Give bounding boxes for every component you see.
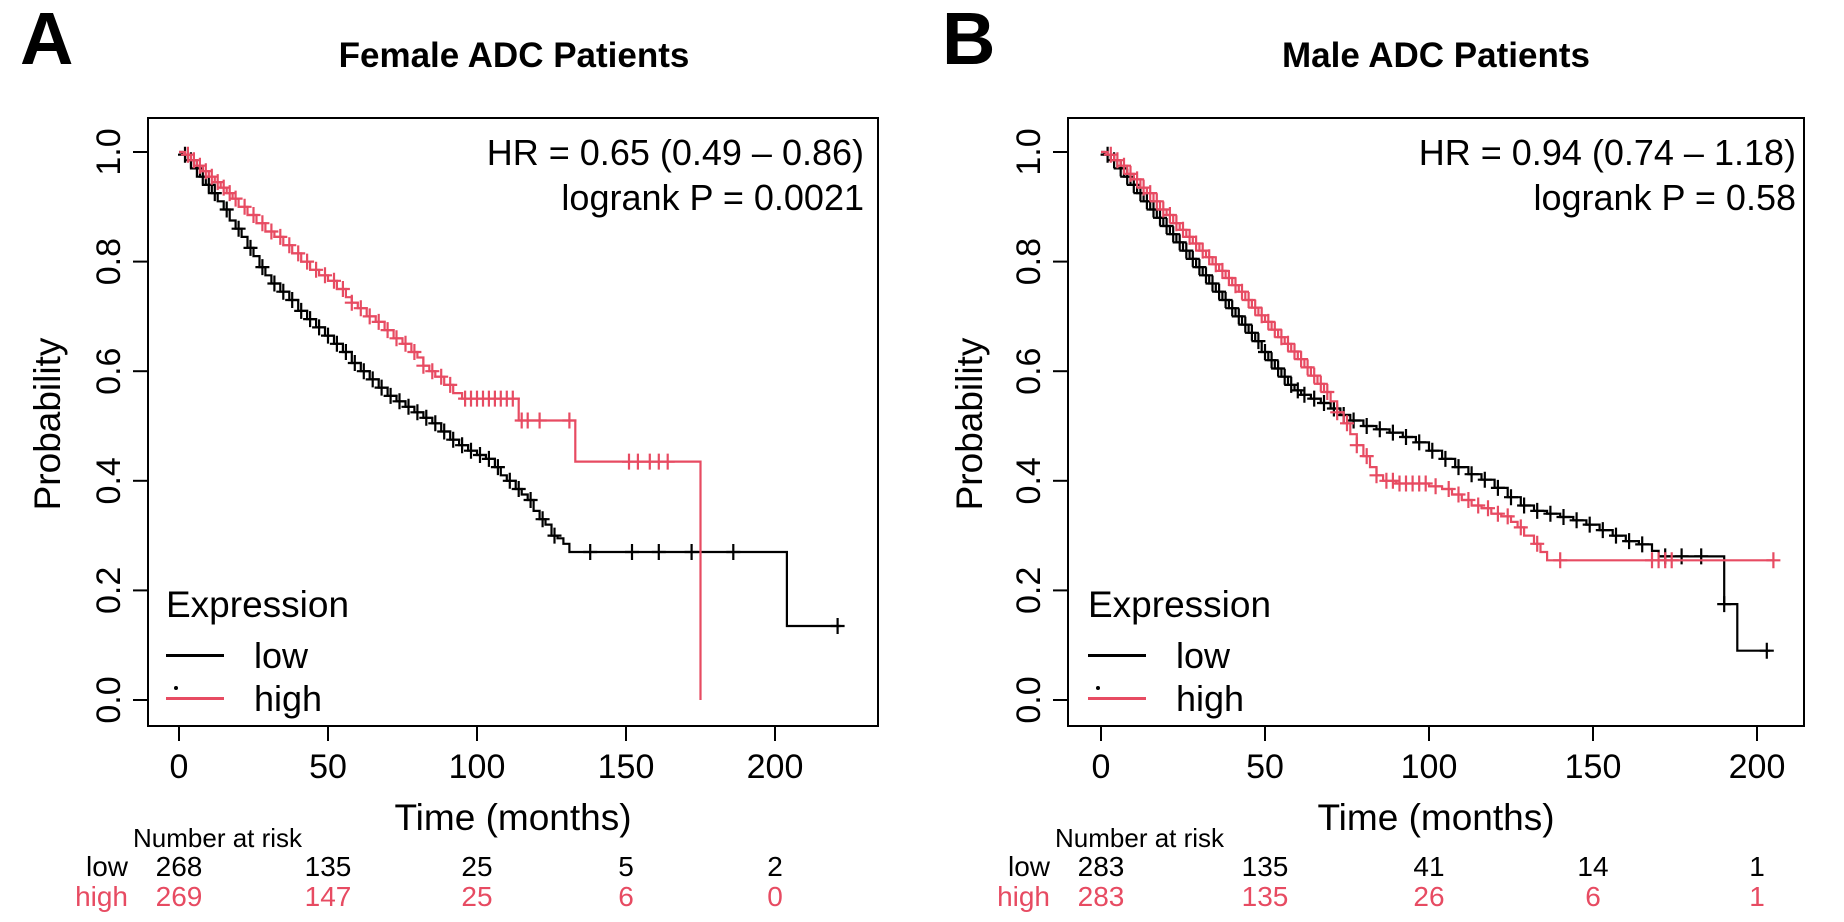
x-tick-label: 0	[1092, 748, 1111, 786]
hazard-ratio-text: HR = 0.94 (0.74 – 1.18)	[1418, 132, 1796, 173]
legend-label-low: low	[1176, 634, 1231, 676]
legend-item-low: low	[166, 634, 349, 677]
risk-count: 135	[304, 851, 352, 882]
risk-table-header: Number at risk	[1055, 823, 1225, 853]
y-tick-label: 0.2	[1010, 567, 1048, 614]
legend-label-high: high	[254, 677, 323, 719]
plot-frame	[1067, 117, 1805, 727]
km-plot-svg: 0 50 100 150 200 0.0 0.2 0.4 0.6 0.8 1.0 Time (mont…	[949, 117, 1805, 838]
legend-line-swatch-high	[166, 697, 224, 700]
chart-title: Female ADC Patients	[338, 36, 690, 75]
stats-annotation: HR = 0.65 (0.49 – 0.86) logrank P = 0.00…	[487, 130, 864, 220]
legend-line-swatch-high	[1088, 697, 1146, 700]
y-tick-label: 0.0	[1010, 676, 1048, 723]
risk-row-low: low 283 135 41 14 1	[922, 852, 1844, 882]
risk-row-high: high 283 135 26 6 1	[922, 882, 1844, 912]
survival-curve-low	[179, 150, 841, 628]
risk-row-low: low 268 135 25 5 2	[0, 852, 922, 882]
x-tick-label: 0	[170, 748, 189, 786]
risk-count: 1	[1749, 881, 1765, 912]
legend-title: Expression	[166, 584, 350, 625]
legend-point-artifact	[1096, 686, 1100, 690]
x-tick-label: 200	[1729, 748, 1786, 786]
risk-count: 135	[1241, 881, 1289, 912]
y-tick-label: 0.8	[90, 238, 128, 285]
x-tick-label: 50	[1246, 748, 1284, 786]
hazard-ratio-text: HR = 0.65 (0.49 – 0.86)	[486, 132, 864, 173]
panel-letter-b: B	[942, 0, 996, 80]
risk-row-label-low: low	[85, 851, 128, 882]
y-tick-label: 0.6	[1010, 348, 1048, 395]
y-tick-label: 0.2	[90, 567, 128, 614]
km-plot-svg: 0 50 100 150 200 0.0 0.2 0.4 0.6 0.8 1.0 Time (mont…	[27, 117, 879, 838]
x-tick-label: 100	[449, 748, 506, 786]
x-tick-label: 100	[1401, 748, 1458, 786]
censor-marks-high	[180, 146, 675, 470]
y-tick-label: 1.0	[1010, 128, 1048, 175]
legend-label-low: low	[254, 634, 309, 676]
y-tick-label: 0.4	[90, 457, 128, 504]
risk-count: 41	[1413, 851, 1445, 882]
legend-item-low: low	[1088, 634, 1271, 677]
risk-count: 14	[1577, 851, 1609, 882]
legend-line-swatch-low	[1088, 654, 1146, 657]
risk-count: 5	[618, 851, 634, 882]
legend: Expression low high	[1088, 584, 1271, 720]
risk-count: 1	[1749, 851, 1765, 882]
legend-item-high: high	[166, 677, 349, 720]
x-tick-label: 200	[747, 748, 804, 786]
risk-row-label-high: high	[75, 881, 128, 912]
x-axis-title: Time (months)	[394, 797, 631, 838]
y-tick-label: 0.4	[1010, 457, 1048, 504]
risk-count: 135	[1241, 851, 1289, 882]
x-tick-label: 150	[1565, 748, 1622, 786]
censor-marks-high	[1103, 146, 1781, 569]
censor-marks-low	[1100, 146, 1774, 659]
risk-table-header: Number at risk	[133, 823, 303, 853]
y-tick-label: 1.0	[90, 128, 128, 175]
x-tick-label: 150	[598, 748, 655, 786]
y-axis-title: Probability	[949, 337, 990, 510]
legend-line-swatch-low	[166, 654, 224, 657]
risk-row-label-low: low	[1007, 851, 1050, 882]
x-tick-label: 50	[309, 748, 347, 786]
y-tick-label: 0.0	[90, 676, 128, 723]
km-panel-male: B Male ADC Patients 0 50 100 150 200 0.0 0.2 0.…	[922, 0, 1844, 922]
risk-count: 25	[461, 881, 493, 912]
legend-title: Expression	[1088, 584, 1272, 625]
logrank-p-text: logrank P = 0.0021	[561, 177, 864, 218]
x-axis-title: Time (months)	[1317, 797, 1554, 838]
risk-count: 268	[155, 851, 203, 882]
logrank-p-text: logrank P = 0.58	[1533, 177, 1796, 218]
risk-row-label-high: high	[997, 881, 1050, 912]
legend-item-high: high	[1088, 677, 1271, 720]
y-tick-label: 0.8	[1010, 238, 1048, 285]
legend-label-high: high	[1176, 677, 1245, 719]
legend-point-artifact	[174, 686, 178, 690]
risk-count: 25	[461, 851, 493, 882]
legend: Expression low high	[166, 584, 349, 720]
risk-count: 0	[767, 881, 783, 912]
risk-count: 26	[1413, 881, 1445, 912]
survival-curve-low	[1101, 150, 1771, 652]
panel-letter-a: A	[20, 0, 74, 80]
km-panel-female: A Female ADC Patients 0 50 100 150 200 0.0 0.2…	[0, 0, 922, 912]
y-tick-label: 0.6	[90, 348, 128, 395]
risk-count: 283	[1077, 881, 1125, 912]
risk-count: 6	[1585, 881, 1601, 912]
risk-count: 269	[155, 881, 203, 912]
risk-count: 2	[767, 851, 783, 882]
risk-count: 6	[618, 881, 634, 912]
chart-title: Male ADC Patients	[1282, 36, 1590, 75]
stats-annotation: HR = 0.94 (0.74 – 1.18) logrank P = 0.58	[1419, 130, 1796, 220]
risk-count: 283	[1077, 851, 1125, 882]
risk-count: 147	[304, 881, 352, 912]
plot-frame	[147, 117, 879, 727]
risk-row-high: high 269 147 25 6 0	[0, 882, 922, 912]
y-axis-title: Probability	[27, 337, 68, 510]
